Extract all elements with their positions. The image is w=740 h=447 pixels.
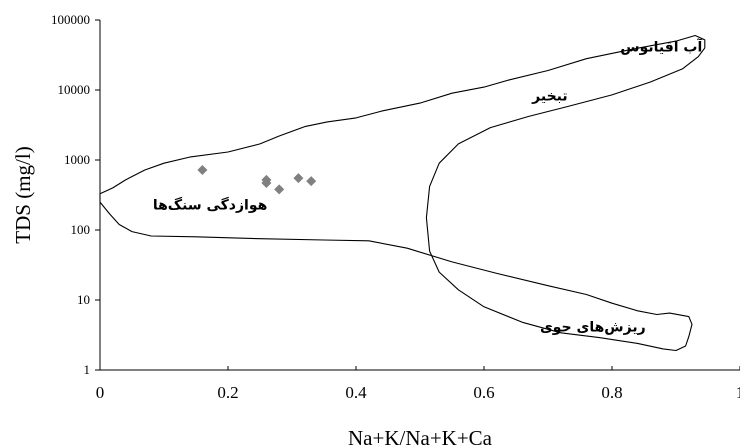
y-tick-label: 100 (71, 222, 91, 237)
region-label: هوازدگی سنگ‌ها (153, 197, 268, 214)
data-points (197, 164, 317, 195)
region-label: ریزش‌های جوی (540, 319, 646, 335)
data-point (197, 164, 208, 175)
y-tick-label: 1000 (64, 152, 90, 167)
region-label: آب اقیانوس (620, 37, 703, 55)
data-point (261, 177, 272, 188)
y-tick-label: 10000 (58, 82, 91, 97)
data-point (306, 176, 317, 187)
x-tick-label: 0.2 (217, 383, 238, 402)
y-ticks: 1 10 100 1000 10000 100000 (51, 12, 100, 377)
y-axis-title: TDS (mg/l) (11, 146, 35, 243)
data-point (293, 173, 304, 184)
region-label: تبخیر (531, 88, 568, 104)
annotations: آب اقیانوس تبخیر هوازدگی سنگ‌ها ریزش‌های جو… (153, 37, 704, 335)
data-point (274, 184, 285, 195)
x-tick-label: 1 (736, 383, 740, 402)
x-ticks: 0 0.2 0.4 0.6 0.8 1 (96, 366, 740, 402)
x-tick-label: 0.4 (345, 383, 367, 402)
x-axis-title: Na+K/Na+K+Ca (348, 426, 493, 447)
y-tick-label: 1 (84, 362, 91, 377)
y-tick-label: 10 (77, 292, 90, 307)
axes (99, 20, 740, 371)
x-tick-label: 0 (96, 383, 105, 402)
envelope-layer (99, 34, 706, 352)
x-tick-label: 0.6 (473, 383, 494, 402)
gibbs-envelope (99, 34, 706, 352)
x-tick-label: 0.8 (601, 383, 622, 402)
y-tick-label: 100000 (51, 12, 90, 27)
